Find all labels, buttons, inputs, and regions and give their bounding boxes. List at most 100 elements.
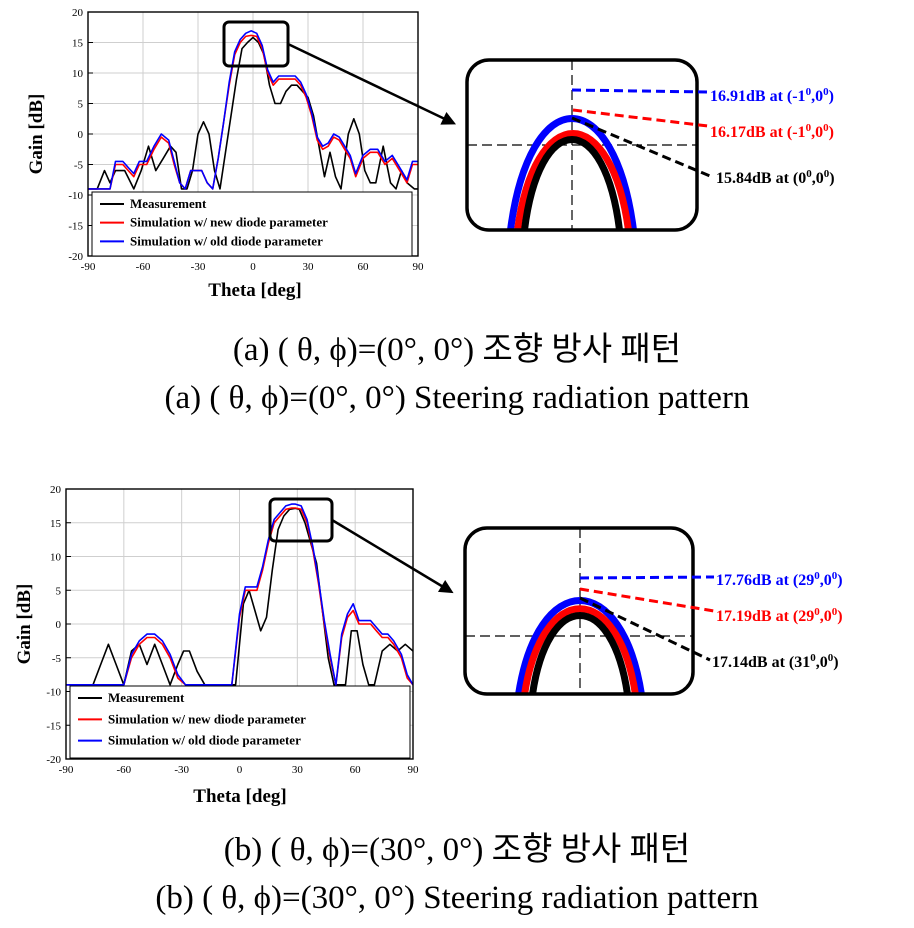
y-tick-label: -5 (74, 160, 84, 172)
x-tick-label: -30 (191, 261, 206, 273)
x-tick-label: 30 (292, 764, 304, 776)
caption-korean-a: (a) ( θ, ϕ)=(0°, 0°) 조향 방사 패턴 (232, 332, 682, 368)
series-line-2 (88, 30, 418, 190)
zoom-arrow-line (331, 518, 446, 590)
inset-leader-0 (571, 88, 709, 94)
series-line-1 (88, 34, 418, 190)
x-axis-label: Theta [deg] (208, 280, 301, 301)
peak-label-text: 17.76dB at (29 (716, 572, 814, 589)
y-tick-label: -5 (52, 653, 62, 665)
peak-label-2: 17.14dB at (310,00) (712, 652, 839, 671)
x-tick-label: 60 (350, 764, 362, 776)
inset-leader-1 (572, 108, 709, 128)
inset-leader-0 (579, 575, 715, 580)
x-tick-label: -60 (136, 261, 151, 273)
x-tick-label: -60 (116, 764, 131, 776)
y-tick-label: 20 (50, 484, 62, 496)
legend-entry-0: Measurement (108, 690, 185, 705)
degree-superscript: 0 (823, 86, 829, 98)
peak-label-text: ,0 (812, 170, 824, 187)
degree-superscript: 0 (814, 606, 820, 618)
peak-label-text: ) (833, 654, 838, 671)
y-tick-label: 5 (56, 585, 62, 597)
y-tick-label: -15 (46, 720, 61, 732)
y-axis-label: Gain [dB] (14, 584, 35, 665)
degree-superscript: 0 (824, 168, 830, 180)
peak-label-text: ) (837, 572, 842, 589)
inset-frame (463, 526, 695, 696)
inset-leader-2 (571, 116, 711, 178)
zoom-arrow-line (287, 42, 448, 122)
zoom-arrow-head (440, 111, 457, 125)
peak-label-text: 17.19dB at (29 (716, 608, 814, 625)
y-tick-label: -20 (46, 754, 61, 766)
inset-leader-2 (579, 596, 711, 662)
x-tick-label: -90 (59, 764, 74, 776)
peak-label-text: ) (829, 88, 834, 105)
peak-label-1: 16.17dB at (-10,00) (710, 122, 834, 141)
y-tick-label: -20 (68, 251, 83, 263)
caption-korean-b: (b) ( θ, ϕ)=(30°, 0°) 조향 방사 패턴 (223, 832, 691, 868)
inset-leader-1 (579, 587, 715, 613)
degree-superscript: 0 (810, 652, 816, 664)
legend-entry-2: Simulation w/ old diode parameter (108, 733, 301, 748)
peak-label-text: ) (829, 124, 834, 141)
peak-label-text: ,0 (811, 88, 823, 105)
y-tick-label: -15 (68, 221, 83, 233)
series-line-1 (66, 507, 413, 686)
series-line-2 (66, 503, 413, 686)
degree-superscript: 0 (806, 168, 812, 180)
inset-curve-0 (514, 597, 646, 694)
degree-superscript: 0 (806, 122, 812, 134)
peak-label-text: ) (837, 608, 842, 625)
figure-panel-a: -90 -60 -30 0 30 60 90 20 15 10 5 0 -5 -10 -15 -20 Theta… (26, 7, 835, 416)
degree-superscript: 0 (823, 122, 829, 134)
peak-label-text: ) (829, 170, 834, 187)
legend-entry-1: Simulation w/ new diode parameter (130, 215, 328, 230)
legend-entry-2: Simulation w/ old diode parameter (130, 233, 323, 248)
x-tick-label: -90 (81, 261, 96, 273)
legend-box (69, 685, 411, 759)
peak-label-text: ,0 (820, 572, 832, 589)
caption-english-a: (a) ( θ, ϕ)=(0°, 0°) Steering radiation … (164, 380, 750, 416)
zoom-arrow-head (437, 579, 454, 594)
x-tick-label: 90 (413, 261, 425, 273)
degree-superscript: 0 (806, 86, 812, 98)
figure-panel-b: -90 -60 -30 0 30 60 90 20 15 10 5 0 -5 -10 -15 -20 Theta… (0, 464, 914, 928)
series-group (88, 30, 418, 190)
y-tick-label: 0 (78, 129, 84, 141)
legend-box (91, 191, 413, 257)
peak-label-text: 16.91dB at (-1 (710, 88, 806, 105)
peak-label-text: 17.14dB at (31 (712, 654, 810, 671)
x-tick-label: -30 (174, 764, 189, 776)
degree-superscript: 0 (814, 570, 820, 582)
peak-label-text: 16.17dB at (-1 (710, 124, 806, 141)
legend-entry-1: Simulation w/ new diode parameter (108, 711, 306, 726)
degree-superscript: 0 (832, 606, 838, 618)
inset-curve-2 (528, 612, 632, 694)
y-tick-label: -10 (46, 687, 61, 699)
inset-curve-2 (520, 136, 624, 230)
x-tick-label: 90 (408, 764, 420, 776)
y-tick-label: 10 (50, 552, 62, 564)
y-axis-label: Gain [dB] (26, 94, 47, 175)
series-line-0 (88, 36, 418, 190)
y-tick-label: 15 (50, 518, 62, 530)
y-tick-label: 10 (72, 68, 84, 80)
peak-label-text: 15.84dB at (0 (716, 170, 806, 187)
x-axis-label: Theta [deg] (193, 786, 286, 807)
degree-superscript: 0 (832, 570, 838, 582)
inset-curve-1 (513, 130, 633, 230)
x-tick-label: 0 (237, 764, 243, 776)
y-tick-label: 5 (78, 99, 84, 111)
peak-label-1: 17.19dB at (290,00) (716, 606, 843, 625)
peak-label-0: 17.76dB at (290,00) (716, 570, 843, 589)
degree-superscript: 0 (828, 652, 834, 664)
x-tick-label: 30 (303, 261, 315, 273)
peak-label-text: ,0 (811, 124, 823, 141)
inset-frame (465, 58, 699, 232)
inset-zoom (465, 528, 693, 694)
x-tick-label: 0 (250, 261, 256, 273)
y-tick-label: 15 (72, 38, 84, 50)
peak-label-text: ,0 (820, 608, 832, 625)
